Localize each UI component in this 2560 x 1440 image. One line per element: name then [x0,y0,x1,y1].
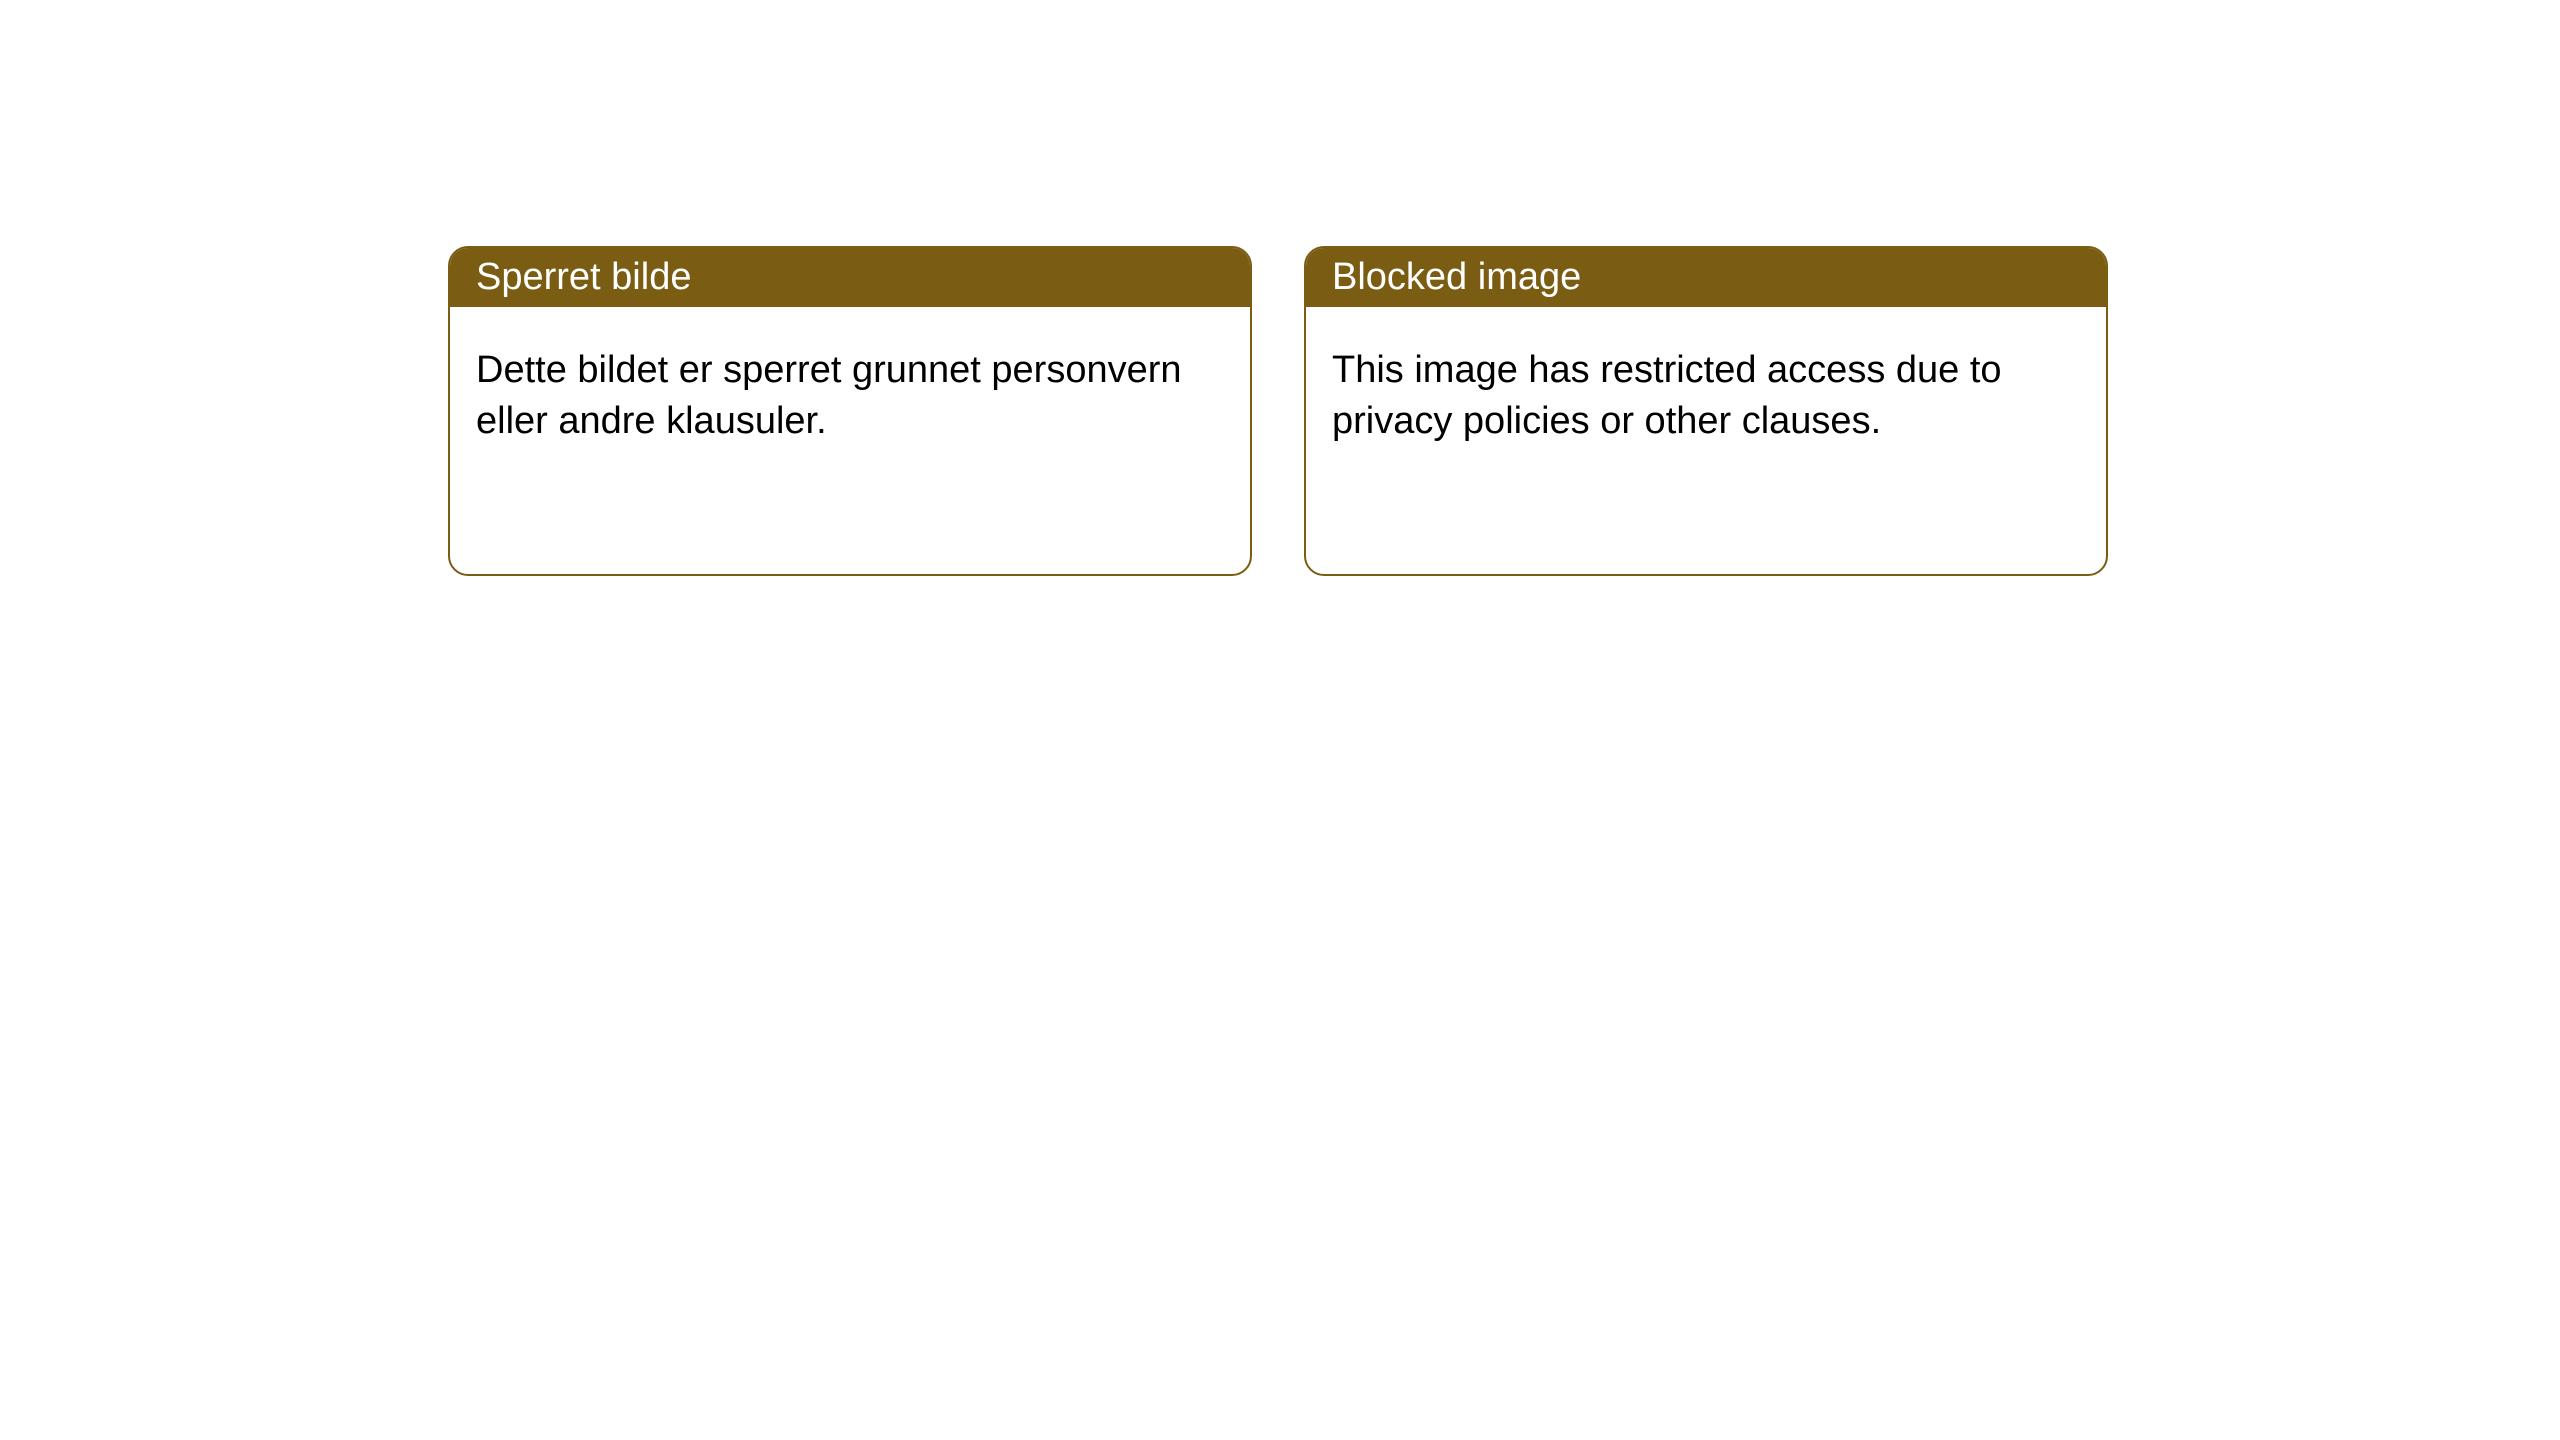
notice-cards-container: Sperret bilde Dette bildet er sperret gr… [448,246,2108,576]
notice-card-body: This image has restricted access due to … [1306,307,2106,486]
notice-card-header: Sperret bilde [450,248,1250,307]
notice-card-english: Blocked image This image has restricted … [1304,246,2108,576]
notice-card-header: Blocked image [1306,248,2106,307]
notice-card-norwegian: Sperret bilde Dette bildet er sperret gr… [448,246,1252,576]
notice-card-body: Dette bildet er sperret grunnet personve… [450,307,1250,486]
